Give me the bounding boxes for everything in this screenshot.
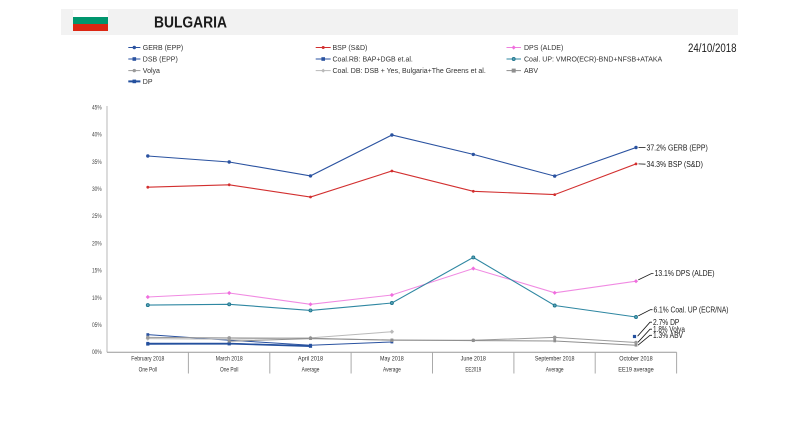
svg-text:05%: 05% [92,322,102,329]
svg-text:September 2018: September 2018 [535,356,575,363]
svg-text:DP: DP [143,79,153,86]
svg-text:GERB (EPP): GERB (EPP) [143,45,183,52]
svg-text:1.8% Volya: 1.8% Volya [653,325,685,334]
svg-text:6.1% Coal. UP (ECR/NA): 6.1% Coal. UP (ECR/NA) [654,305,729,314]
svg-text:BSP (S&D): BSP (S&D) [333,45,368,52]
svg-text:24/10/2018: 24/10/2018 [688,43,737,55]
svg-text:10%: 10% [92,295,102,302]
svg-text:EE19 average: EE19 average [618,367,654,374]
svg-text:35%: 35% [92,159,102,166]
svg-text:00%: 00% [92,349,102,356]
svg-text:37.2% GERB (EPP): 37.2% GERB (EPP) [647,143,709,152]
svg-text:March 2018: March 2018 [216,356,243,363]
svg-text:34.3% BSP (S&D): 34.3% BSP (S&D) [647,160,704,169]
svg-text:February 2018: February 2018 [131,356,164,363]
svg-text:One Poll: One Poll [139,367,157,374]
svg-text:One Poll: One Poll [220,367,238,374]
svg-text:May 2018: May 2018 [380,356,404,363]
svg-text:ABV: ABV [524,68,538,75]
svg-text:Average: Average [302,367,320,374]
svg-text:45%: 45% [92,104,102,111]
svg-text:1.3% ABV: 1.3% ABV [653,331,684,340]
svg-text:Average: Average [383,367,401,374]
svg-text:June 2018: June 2018 [461,356,487,363]
svg-text:Coal. UP: VMRO(ECR)-BND+NFSB+A: Coal. UP: VMRO(ECR)-BND+NFSB+ATAKA [524,57,663,64]
svg-text:DSB (EPP): DSB (EPP) [143,57,178,64]
svg-text:DPS (ALDE): DPS (ALDE) [524,45,563,52]
svg-text:30%: 30% [92,186,102,193]
svg-text:20%: 20% [92,240,102,247]
svg-text:Volya: Volya [143,68,160,75]
svg-text:Average: Average [546,367,564,374]
svg-text:Coal.RB: BAP+DGB et.al.: Coal.RB: BAP+DGB et.al. [333,57,413,64]
svg-text:BULGARIA: BULGARIA [154,15,227,32]
svg-text:13.1% DPS (ALDE): 13.1% DPS (ALDE) [655,269,715,278]
svg-text:40%: 40% [92,132,102,139]
svg-text:EE2019: EE2019 [465,367,481,374]
svg-text:25%: 25% [92,213,102,220]
svg-text:April 2018: April 2018 [298,356,324,363]
svg-text:October 2018: October 2018 [619,356,653,363]
svg-text:15%: 15% [92,268,102,275]
svg-text:2.7% DP: 2.7% DP [653,318,679,327]
svg-text:Coal. DB: DSB + Yes, Bulgaria+: Coal. DB: DSB + Yes, Bulgaria+The Greens… [333,68,486,75]
